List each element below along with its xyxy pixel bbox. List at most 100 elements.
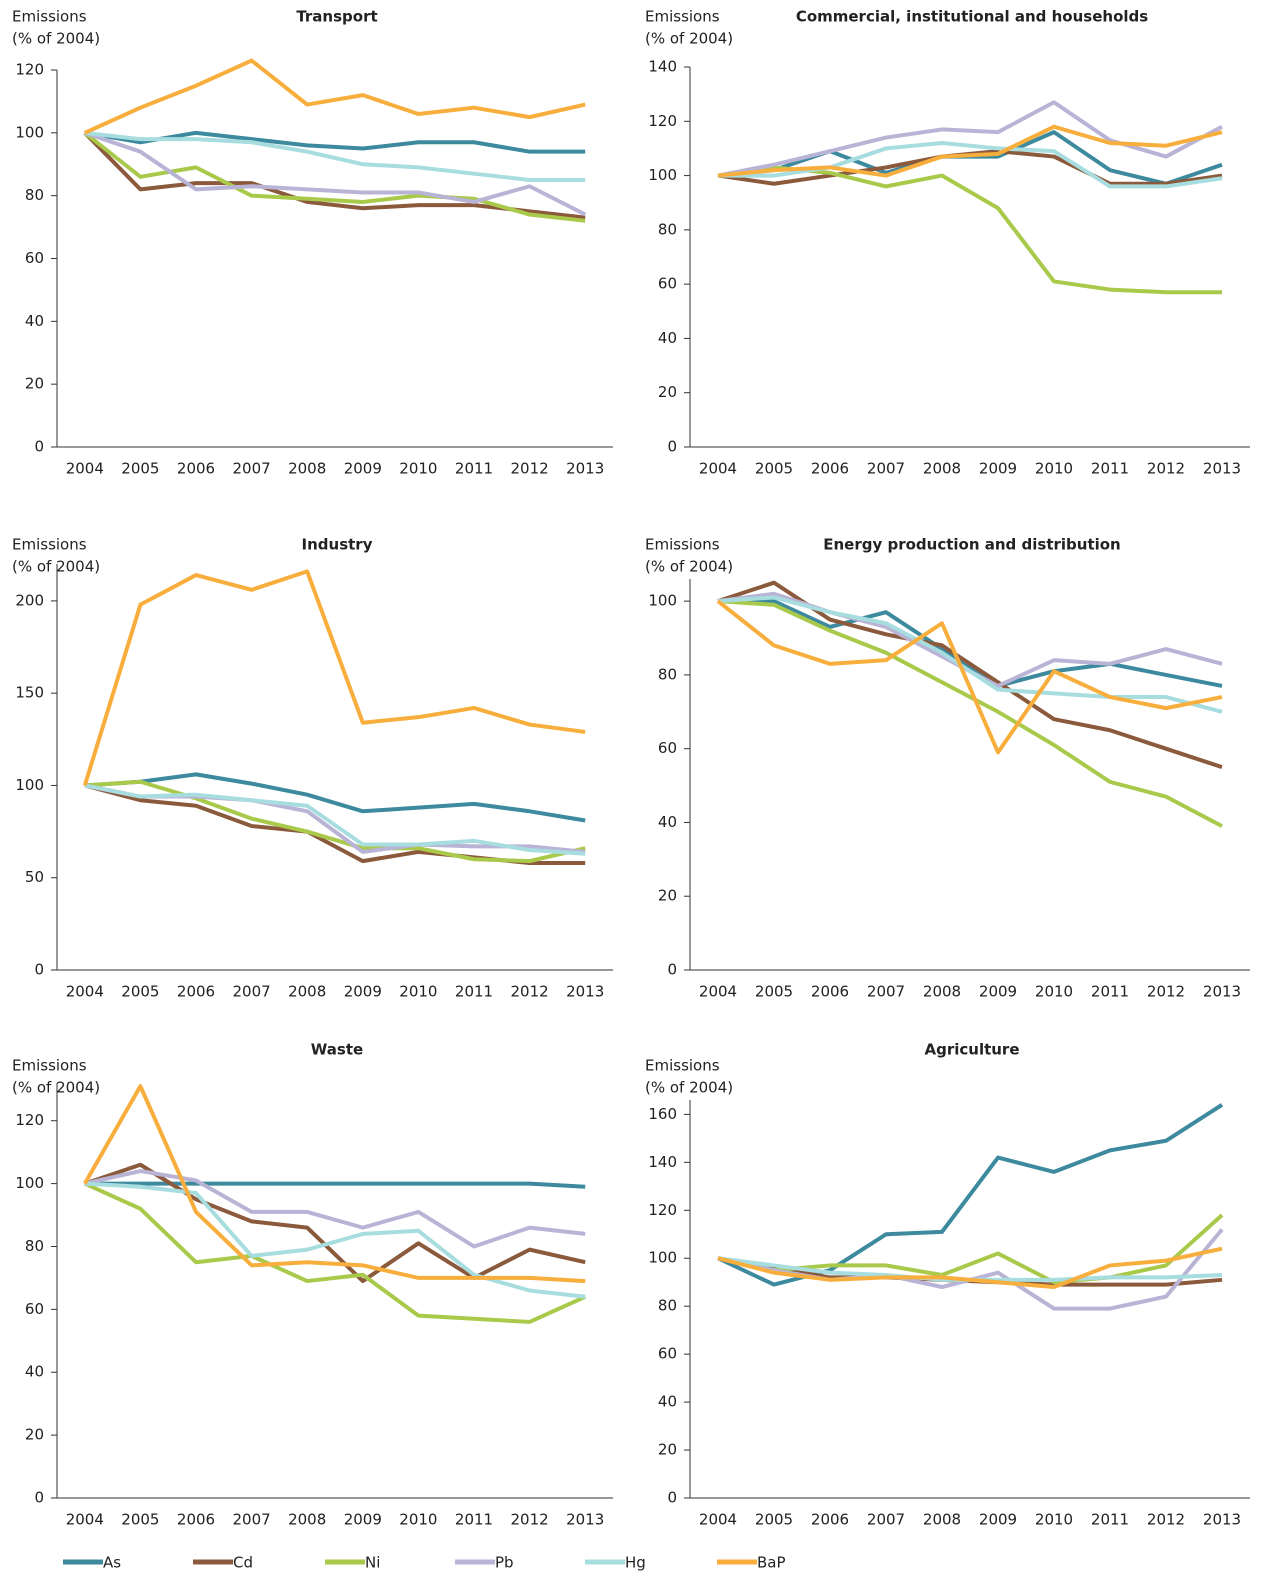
x-tick-label: 2006 [177,460,215,478]
x-tick-label: 2008 [923,1511,961,1529]
y-tick-label: 120 [15,61,44,79]
y-axis-label: (% of 2004) [12,558,100,576]
chart-title: Transport [296,8,377,26]
legend-label: Hg [625,1554,646,1572]
y-tick-label: 40 [658,813,677,831]
data-line [84,130,586,182]
chart-title: Energy production and distribution [823,536,1121,554]
y-axis-label: (% of 2004) [645,558,733,576]
y-tick-label: 80 [25,186,44,204]
x-tick-label: 2008 [923,460,961,478]
y-tick-label: 160 [648,1105,677,1123]
y-tick-label: 60 [658,1345,677,1363]
x-tick-label: 2008 [288,460,326,478]
y-tick-label: 40 [25,1363,44,1381]
y-tick-label: 40 [25,312,44,330]
x-tick-label: 2012 [1147,460,1185,478]
y-tick-label: 200 [15,591,44,609]
x-tick-label: 2013 [1203,1511,1241,1529]
x-tick-label: 2011 [1091,1511,1129,1529]
y-tick-label: 60 [658,275,677,293]
x-tick-label: 2010 [1035,1511,1073,1529]
x-tick-label: 2012 [1147,1511,1185,1529]
chart-title: Agriculture [924,1041,1019,1059]
x-tick-label: 2005 [121,460,159,478]
x-tick-label: 2009 [344,983,382,1001]
y-tick-label: 60 [658,739,677,757]
x-tick-label: 2008 [923,983,961,1001]
data-line [84,130,586,154]
x-tick-label: 2011 [455,1511,493,1529]
data-line [716,599,1223,755]
x-tick-label: 2010 [399,1511,437,1529]
y-tick-label: 20 [25,1426,44,1444]
data-line [717,1246,1223,1290]
y-tick-label: 120 [15,1111,44,1129]
y-axis-label: Emissions [12,536,87,554]
y-tick-label: 100 [15,1174,44,1192]
y-tick-label: 80 [25,1237,44,1255]
y-tick-label: 120 [648,1201,677,1219]
x-tick-label: 2013 [566,1511,604,1529]
data-line [717,595,1223,714]
x-tick-label: 2007 [867,460,905,478]
y-axis-label: (% of 2004) [645,1079,733,1097]
data-line [718,599,1223,688]
x-tick-label: 2009 [979,460,1017,478]
y-tick-label: 0 [667,961,677,979]
y-tick-label: 0 [667,1489,677,1507]
y-tick-label: 150 [15,684,44,702]
x-tick-label: 2010 [399,460,437,478]
y-axis-label: Emissions [645,1057,720,1075]
data-line [84,1181,586,1189]
chart-title: Industry [302,536,373,554]
x-tick-label: 2005 [121,1511,159,1529]
data-line [82,569,586,787]
x-tick-label: 2006 [177,1511,215,1529]
x-tick-label: 2006 [177,983,215,1001]
x-tick-label: 2006 [811,1511,849,1529]
y-tick-label: 100 [648,1249,677,1267]
data-line [718,141,1223,189]
y-tick-label: 100 [15,123,44,141]
x-tick-label: 2012 [1147,983,1185,1001]
y-axis-label: (% of 2004) [12,1079,100,1097]
x-tick-label: 2009 [344,460,382,478]
x-tick-label: 2010 [1035,983,1073,1001]
x-tick-label: 2006 [811,983,849,1001]
y-tick-label: 0 [34,1489,44,1507]
x-tick-label: 2011 [1091,983,1129,1001]
x-tick-label: 2004 [66,460,104,478]
data-line [83,1181,587,1324]
x-tick-label: 2006 [811,460,849,478]
y-tick-label: 100 [648,166,677,184]
y-axis-label: (% of 2004) [12,30,100,48]
x-tick-label: 2009 [344,1511,382,1529]
data-line [84,1181,586,1299]
data-line [83,58,586,135]
legend-label: Cd [233,1554,253,1572]
y-tick-label: 100 [648,592,677,610]
x-tick-label: 2004 [699,1511,737,1529]
y-axis-label: Emissions [645,8,720,26]
y-axis-label: Emissions [12,8,87,26]
legend-label: As [103,1554,121,1572]
x-tick-label: 2013 [566,460,604,478]
y-tick-label: 20 [658,887,677,905]
x-tick-label: 2008 [288,983,326,1001]
y-tick-label: 40 [658,1393,677,1411]
y-tick-label: 20 [25,375,44,393]
x-tick-label: 2010 [399,983,437,1001]
chart-title: Commercial, institutional and households [796,8,1148,26]
y-tick-label: 60 [25,249,44,267]
y-tick-label: 0 [34,961,44,979]
y-tick-label: 80 [658,665,677,683]
x-tick-label: 2007 [867,983,905,1001]
y-tick-label: 80 [658,1297,677,1315]
y-axis-label: Emissions [12,1057,87,1075]
y-tick-label: 20 [658,383,677,401]
x-tick-label: 2012 [511,983,549,1001]
x-tick-label: 2005 [755,983,793,1001]
x-tick-label: 2011 [455,983,493,1001]
